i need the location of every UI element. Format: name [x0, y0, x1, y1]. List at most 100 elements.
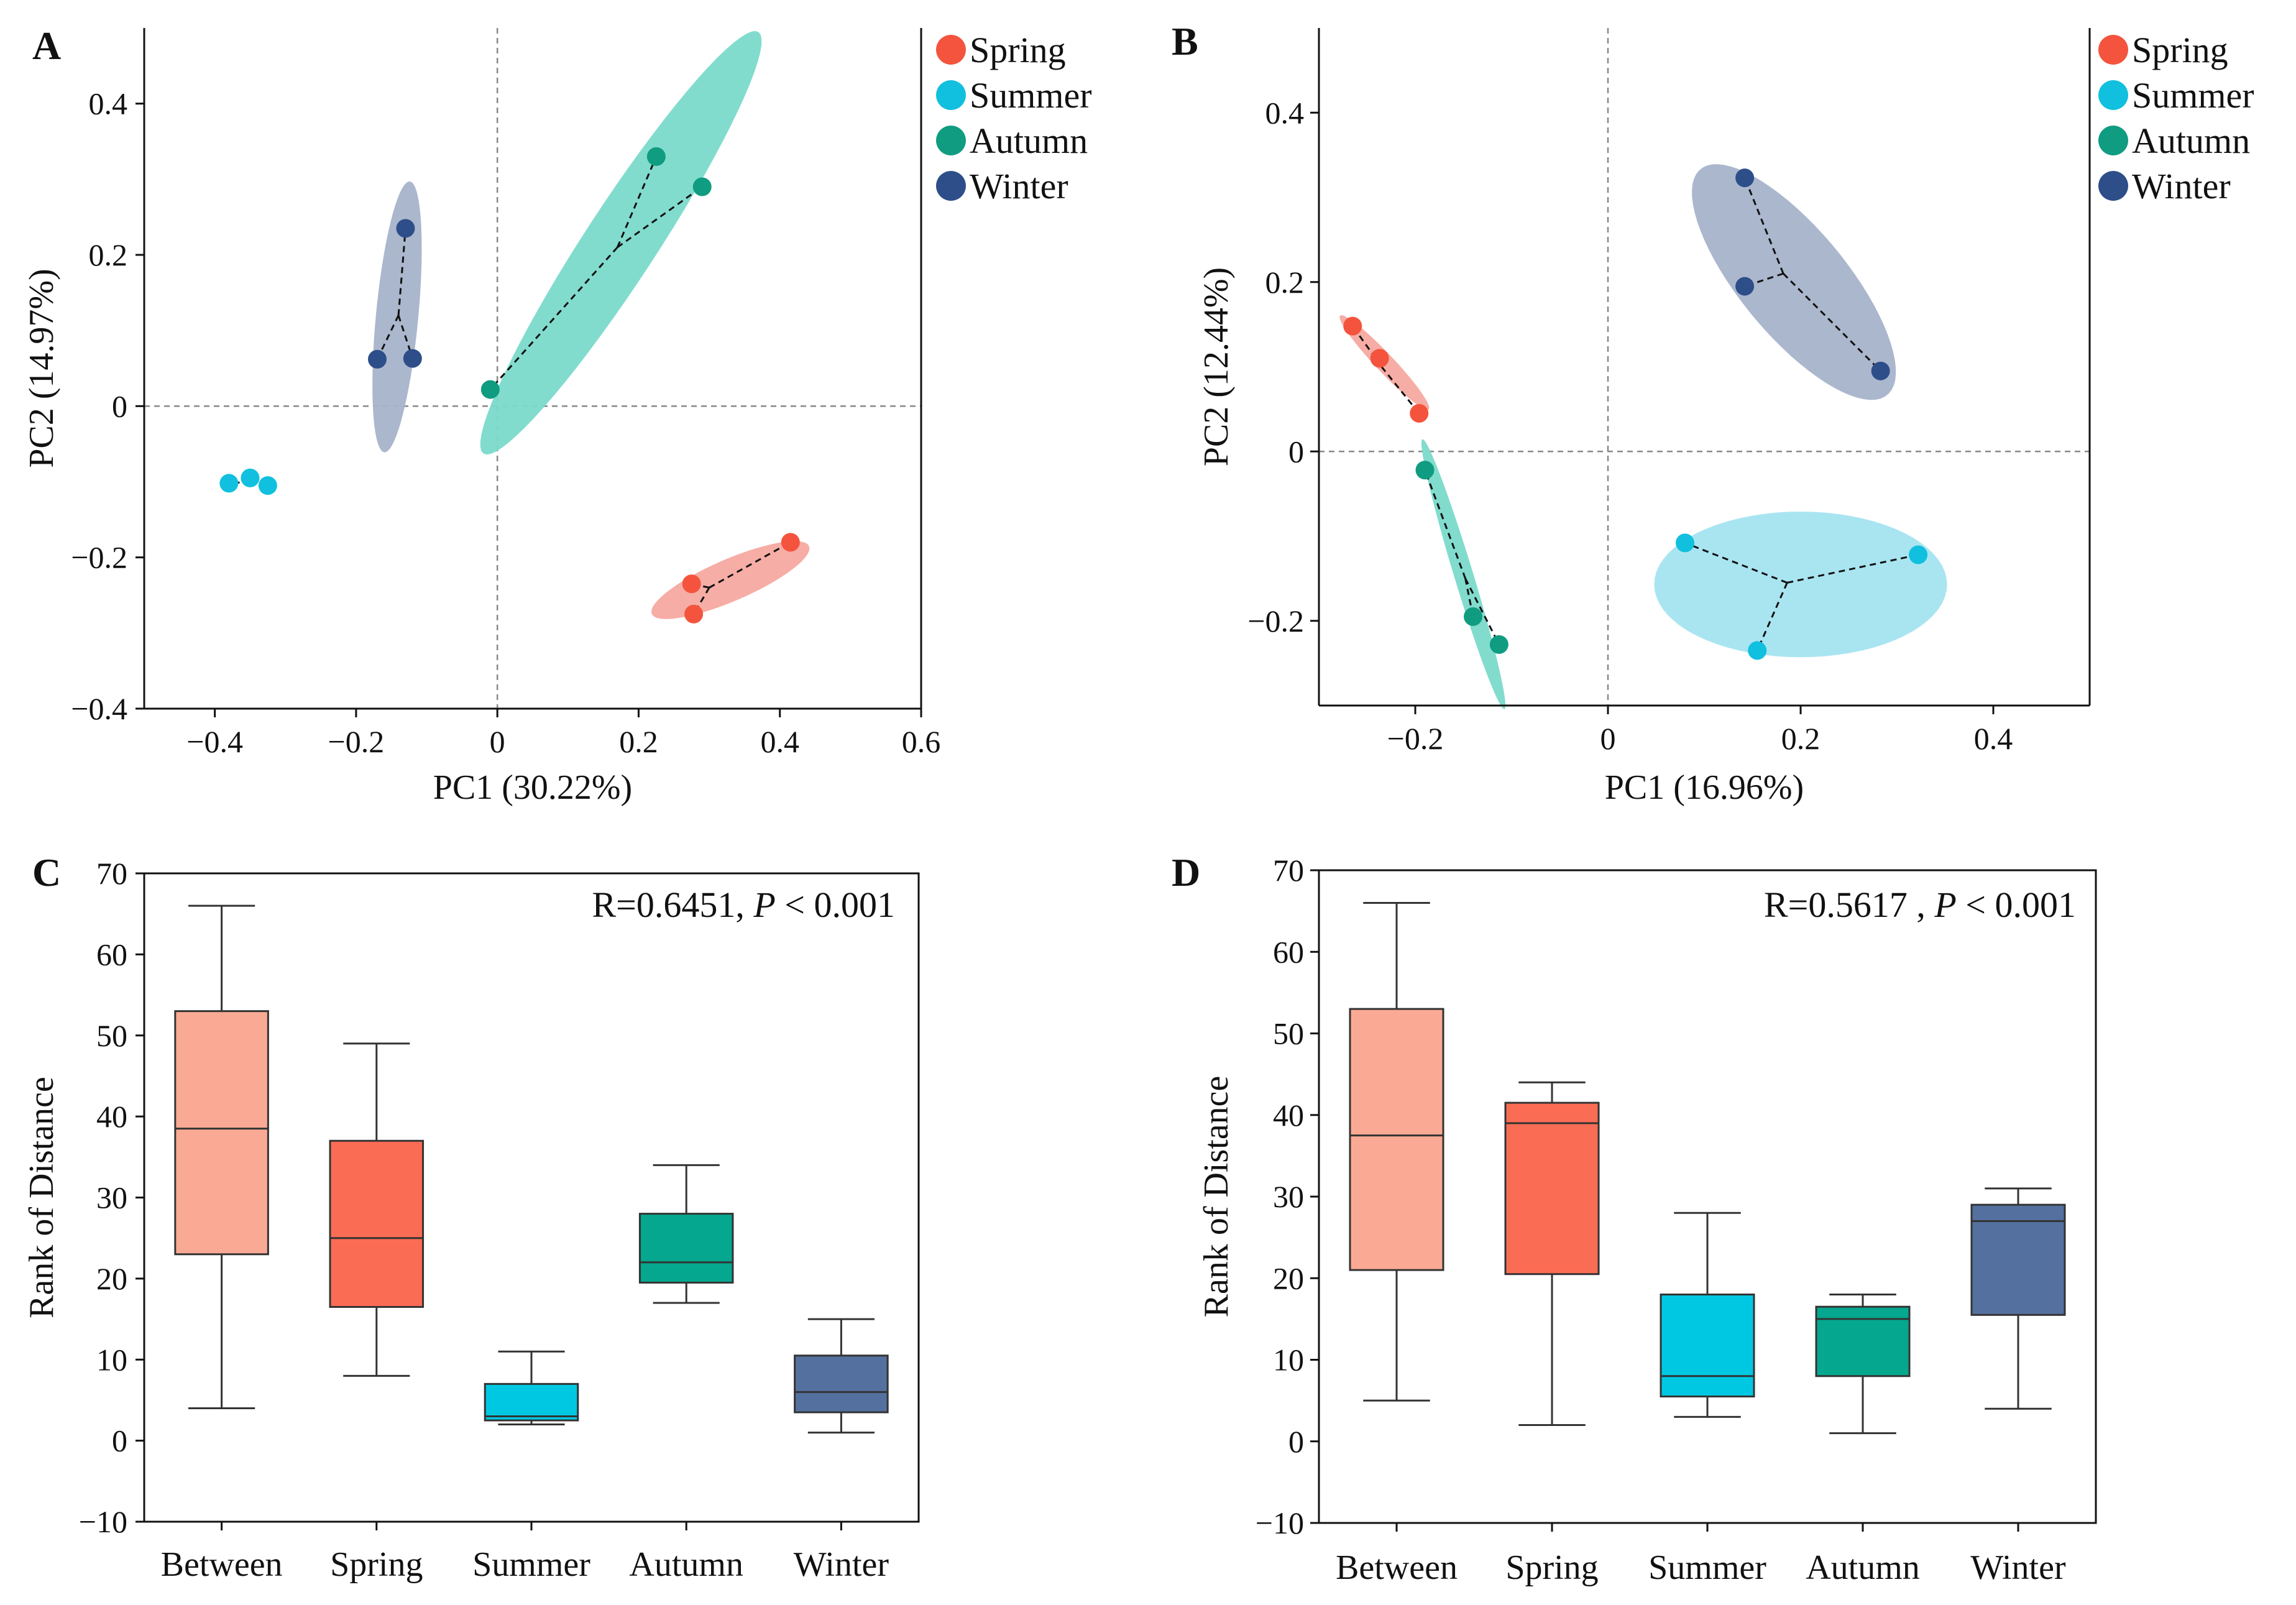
y-tick-label: 30	[96, 1180, 127, 1215]
y-tick-label: 0.4	[1265, 95, 1305, 130]
y-tick-label: 50	[96, 1018, 127, 1053]
x-tick-label: 0	[490, 724, 505, 759]
x-tick-label: 0	[1600, 721, 1616, 756]
winter-point	[1735, 277, 1755, 296]
category-label-winter: Winter	[794, 1545, 889, 1584]
autumn-centroid-spoke	[616, 156, 658, 248]
y-tick-label: 0	[112, 389, 127, 423]
legend-marker-spring	[936, 35, 966, 65]
y-tick-label: 60	[1273, 934, 1304, 969]
autumn-point	[692, 177, 712, 196]
y-tick-label: 70	[1273, 853, 1304, 888]
x-tick-label: 0.4	[760, 724, 799, 759]
x-tick-label: 0.2	[1781, 721, 1821, 756]
summer-box	[484, 1382, 579, 1422]
y-axis-title: PC2 (12.44%)	[1197, 267, 1236, 466]
spring-point	[1370, 349, 1389, 368]
summer-point	[1676, 533, 1694, 553]
summer-box	[1660, 1294, 1755, 1398]
x-tick-label: 0.6	[902, 724, 941, 759]
spring-point	[684, 604, 704, 623]
category-label-spring: Spring	[1505, 1548, 1598, 1587]
spring-centroid-spoke	[1352, 325, 1382, 367]
winter-box	[794, 1354, 889, 1414]
between-box	[174, 1010, 269, 1256]
autumn-point	[646, 147, 666, 166]
y-axis-title: Rank of Distance	[22, 1077, 61, 1318]
category-label-winter: Winter	[1970, 1548, 2066, 1587]
y-tick-label: 40	[96, 1099, 127, 1134]
winter-centroid-spoke	[397, 228, 406, 316]
legend-marker-spring	[2098, 35, 2128, 65]
y-tick-label: 0	[112, 1423, 127, 1458]
y-tick-label: −0.2	[1247, 604, 1304, 638]
panel-c-label: C	[32, 850, 61, 894]
autumn-box	[638, 1213, 734, 1284]
legend-label-autumn: Autumn	[2132, 121, 2250, 161]
category-label-between: Between	[1336, 1548, 1458, 1587]
anosim-p-symbol: P	[1934, 885, 1956, 925]
between-box	[1349, 1008, 1444, 1271]
autumn-centroid-spoke	[1464, 577, 1500, 645]
legend-label-autumn: Autumn	[970, 121, 1088, 161]
y-tick-label: 20	[1273, 1261, 1304, 1295]
x-tick-label: −0.4	[186, 724, 243, 759]
summer-confidence-ellipse	[1654, 512, 1947, 658]
summer-centroid-spoke	[1684, 542, 1788, 584]
summer-point	[258, 476, 277, 495]
category-label-summer: Summer	[1648, 1548, 1766, 1587]
autumn-point	[1489, 635, 1508, 654]
winter-centroid-spoke	[1743, 177, 1784, 274]
anosim-p-symbol: P	[753, 885, 775, 925]
winter-centroid-spoke	[1783, 273, 1881, 372]
panel-d-label: D	[1172, 850, 1200, 894]
winter-point	[368, 349, 387, 369]
spring-point	[1410, 403, 1429, 423]
autumn-centroid-spoke	[617, 186, 703, 249]
spring-point	[682, 574, 701, 594]
legend-marker-autumn	[2098, 126, 2128, 155]
summer-point	[241, 468, 260, 487]
autumn-box	[1815, 1305, 1911, 1377]
y-tick-label: −0.2	[71, 540, 127, 575]
panel-b-pcoa-plot: B −0.2 0 0.2 0.4 −0.2 0 0.2 0.4 PC1 (16.96%) PC2 …	[1172, 19, 2254, 807]
category-label-between: Between	[161, 1545, 283, 1584]
legend-label-spring: Spring	[970, 30, 1066, 70]
winter-point	[1735, 168, 1755, 188]
x-axis-title: PC1 (16.96%)	[1605, 768, 1804, 807]
autumn-centroid-spoke	[489, 246, 618, 390]
legend-label-summer: Summer	[2132, 75, 2254, 116]
y-tick-label: 50	[1273, 1016, 1304, 1051]
summer-centroid-spoke	[1756, 582, 1788, 651]
category-label-spring: Spring	[330, 1545, 423, 1584]
autumn-confidence-ellipse	[480, 30, 762, 455]
y-tick-label: 0.2	[1265, 265, 1305, 300]
panel-a-pcoa-plot: A −0.4 −0.2 0 0.2 0.4 0.6 −0.4 −0.2 0 0.2 0.4 PC1 (…	[22, 24, 1092, 807]
x-tick-label: −0.2	[1387, 721, 1444, 756]
legend-label-winter: Winter	[2132, 166, 2231, 206]
winter-point	[396, 219, 415, 238]
spring-box	[1504, 1101, 1600, 1276]
legend-marker-summer	[2098, 80, 2128, 110]
winter-centroid-spoke	[376, 315, 400, 360]
legend-label-spring: Spring	[2132, 30, 2228, 70]
y-tick-label: −0.4	[71, 691, 127, 726]
anosim-statistic: R=0.6451, P < 0.001	[592, 885, 895, 925]
anosim-r-value: R=0.6451,	[592, 885, 753, 925]
y-tick-label: 20	[96, 1261, 127, 1296]
spring-box	[329, 1139, 425, 1308]
anosim-r-value: R=0.5617 ,	[1764, 885, 1934, 925]
spring-point	[1343, 316, 1362, 336]
winter-box	[1970, 1203, 2066, 1316]
panel-a-label: A	[32, 24, 61, 68]
autumn-centroid-spoke	[1424, 469, 1467, 579]
spring-centroid-spoke	[709, 541, 791, 589]
spring-point	[781, 533, 800, 552]
y-tick-label: 70	[96, 856, 127, 891]
y-tick-label: 30	[1273, 1179, 1304, 1214]
legend-marker-winter	[936, 171, 966, 201]
anosim-p-value: < 0.001	[1957, 885, 2076, 925]
autumn-point	[1464, 607, 1482, 626]
y-tick-label: 0.2	[89, 237, 128, 272]
x-axis-title: PC1 (30.22%)	[433, 768, 632, 807]
